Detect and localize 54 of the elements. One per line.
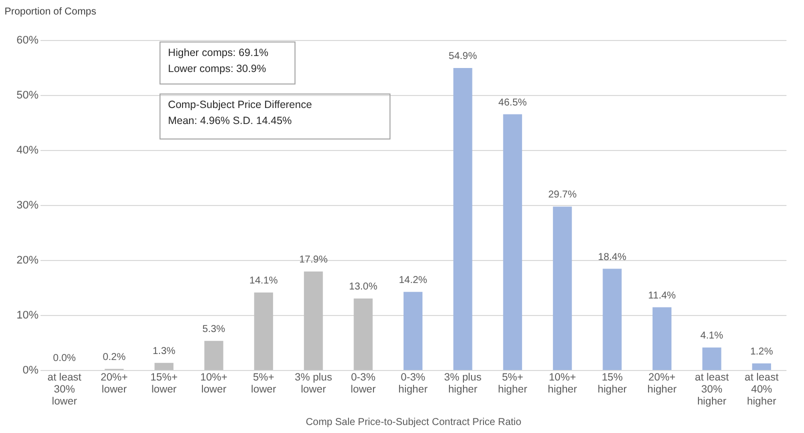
x-tick-label: 5%+ higher — [498, 372, 528, 396]
data-label: 54.9% — [448, 51, 478, 62]
bar — [453, 68, 472, 370]
bar — [154, 362, 174, 370]
x-tick-label: 20%+ lower — [100, 372, 128, 396]
data-label: 14.2% — [398, 274, 428, 286]
data-label: 5.3% — [202, 324, 226, 335]
x-tick-label: 3% plus lower — [294, 372, 332, 396]
data-label: 4.1% — [700, 330, 724, 342]
y-tick-label: 40% — [16, 144, 39, 156]
y-tick-label: 50% — [16, 90, 39, 102]
x-tick-label: 0-3% lower — [350, 372, 376, 396]
data-label: 13.0% — [349, 282, 378, 292]
x-axis-title: Comp Sale Price-to-Subject Contract Price Ratio — [306, 417, 522, 428]
y-tick-label: 30% — [16, 200, 39, 212]
data-label: 1.2% — [750, 346, 774, 358]
y-tick-label: 10% — [16, 310, 39, 322]
bar — [254, 292, 274, 370]
x-tick-label: 15% higher — [598, 372, 628, 396]
x-tick-label: 20%+ higher — [647, 372, 678, 396]
data-label: 46.5% — [498, 97, 527, 108]
x-tick-label: 5%+ lower — [251, 372, 277, 396]
bar — [503, 114, 522, 370]
annotation: Higher comps: 69.1% Lower comps: 30.9% — [168, 47, 268, 75]
data-label: 17.9% — [299, 254, 328, 266]
bar — [552, 206, 572, 370]
data-label: 11.4% — [648, 290, 676, 302]
data-label: 1.3% — [152, 346, 176, 357]
x-tick-label: 10%+ lower — [200, 372, 228, 396]
x-tick-label: 15%+ lower — [150, 372, 178, 396]
x-tick-label: 0-3% higher — [398, 372, 428, 396]
data-label: 0.2% — [102, 352, 126, 363]
bar — [404, 292, 422, 370]
y-tick-label: 20% — [16, 254, 39, 266]
bar — [752, 363, 772, 370]
bar — [304, 272, 323, 370]
data-label: 29.7% — [548, 190, 577, 201]
data-label: 18.4% — [598, 252, 626, 263]
x-tick-label: 10%+ higher — [548, 372, 578, 396]
annotation: Comp-Subject Price Difference Mean: 4.96% S.D. 14.45% — [168, 99, 312, 127]
x-tick-label: at least 30% higher — [694, 372, 729, 408]
data-label: 0.0% — [53, 353, 76, 364]
data-label: 14.1% — [249, 275, 278, 286]
bar — [602, 268, 622, 370]
bar — [204, 340, 224, 370]
y-tick-label: 60% — [16, 34, 39, 46]
bar — [652, 307, 672, 370]
bar — [354, 298, 373, 370]
y-tick-label: 0% — [22, 364, 39, 376]
y-axis-title: Proportion of Comps — [4, 6, 96, 18]
x-tick-label: at least 30% lower — [47, 372, 82, 408]
x-tick-label: at least 40% higher — [744, 372, 779, 408]
x-tick-label: 3% plus higher — [444, 372, 482, 396]
bar — [702, 347, 722, 370]
